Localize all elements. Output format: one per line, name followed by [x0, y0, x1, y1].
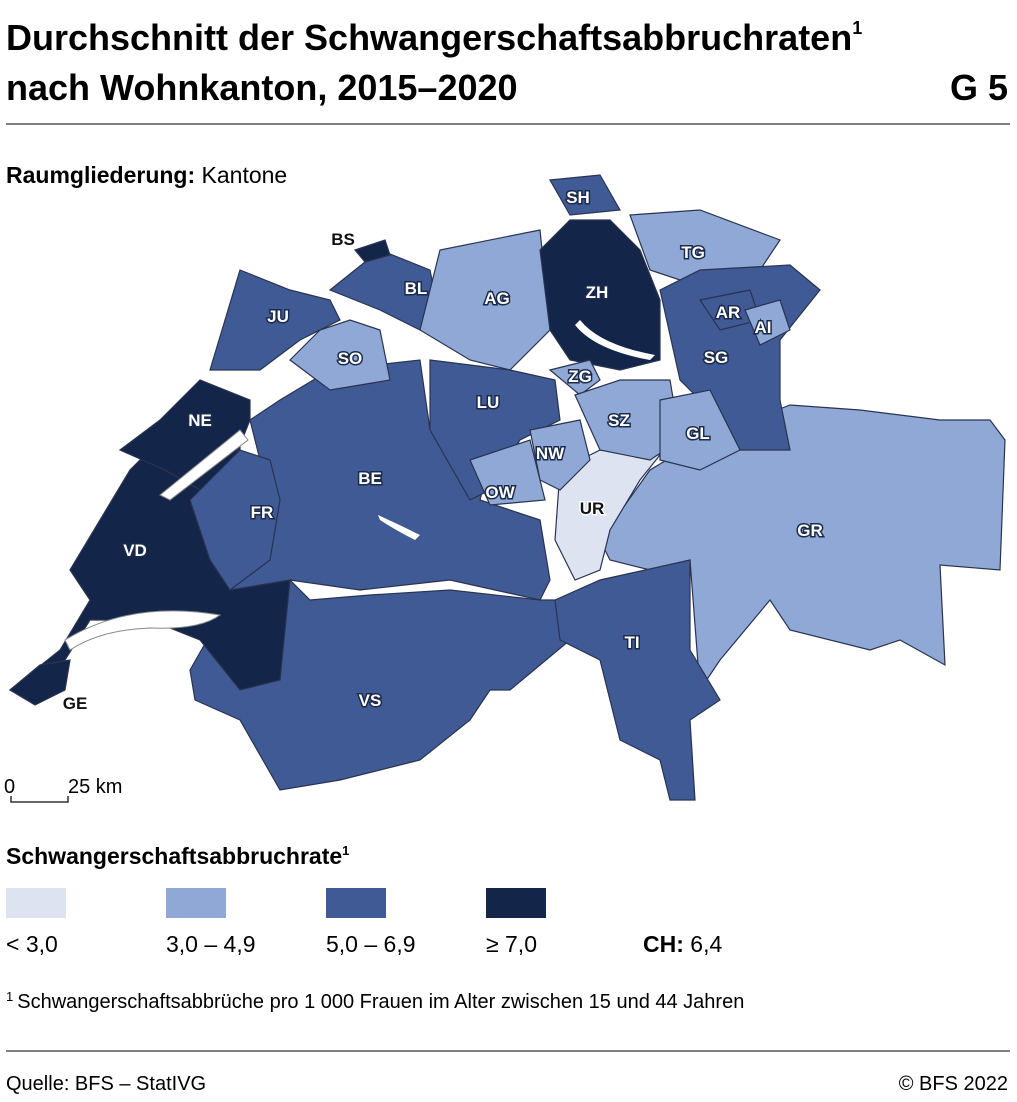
legend-swatch	[326, 888, 386, 918]
canton-label: SG	[704, 348, 729, 367]
title-line: nach Wohnkanton, 2015–2020	[6, 67, 518, 108]
copyright: © BFS 2022	[899, 1073, 1008, 1095]
legend-title-text: Schwangerschaftsabbruchrate	[6, 843, 342, 869]
legend-label: 3,0 – 4,9	[166, 931, 256, 957]
canton-label: NE	[188, 411, 212, 430]
canton	[189, 449, 281, 591]
canton	[429, 359, 561, 501]
canton	[549, 174, 621, 216]
canton-label: SH	[566, 188, 590, 207]
canton	[659, 389, 741, 471]
canton-label: ZG	[568, 367, 592, 386]
canton-label: LU	[477, 393, 500, 412]
scale-bar	[10, 796, 69, 803]
canton	[209, 269, 341, 371]
canton-label: GR	[797, 521, 823, 540]
legend-title: Schwangerschaftsabbruchrate1	[6, 843, 349, 869]
legend-label: 5,0 – 6,9	[326, 931, 416, 957]
canton-label: GE	[63, 694, 88, 713]
footnote-sup: 1	[6, 989, 13, 1004]
canton	[744, 299, 791, 346]
canton-label: AR	[716, 303, 741, 322]
canton-label: SO	[338, 349, 363, 368]
subtitle-label: Raumgliederung:	[6, 162, 195, 188]
canton-label: TI	[624, 633, 639, 652]
map-labels: GR VS BE VD TI UR GE NE FR JU SO BL BS AG ZH SH TG SG AR AI…	[61, 187, 824, 715]
canton-label: BL	[405, 279, 428, 298]
canton-label: AG	[484, 289, 510, 308]
title-line: Durchschnitt der Schwangerschaftsabbruch…	[6, 17, 852, 58]
title: Durchschnitt der Schwangerschaftsabbruch…	[6, 17, 862, 58]
canton-label: SZ	[608, 411, 630, 430]
national-label: CH:	[643, 931, 684, 957]
legend-sup: 1	[342, 843, 349, 858]
canton	[8, 659, 71, 706]
canton	[289, 319, 391, 391]
canton-label: NW	[536, 444, 565, 463]
legend-swatch	[6, 888, 66, 918]
canton-label: VS	[359, 691, 382, 710]
canton-label: VD	[123, 541, 147, 560]
footnote-text: Schwangerschaftsabbrüche pro 1 000 Fraue…	[17, 991, 744, 1013]
canton-label: BS	[331, 230, 355, 249]
canton-label: GL	[686, 424, 710, 443]
canton-label: AI	[755, 318, 772, 337]
source: Quelle: BFS – StatIVG	[6, 1073, 206, 1095]
figure-id: G 5	[950, 67, 1008, 108]
legend-label: ≥ 7,0	[486, 931, 537, 957]
lake	[159, 429, 249, 501]
lake	[575, 320, 655, 360]
national-value: 6,4	[690, 931, 722, 957]
title-sup: 1	[852, 18, 862, 38]
scale-end: 25 km	[68, 776, 122, 798]
canton-label: BE	[358, 469, 382, 488]
canton-label: TG	[681, 243, 705, 262]
canton-label: FR	[251, 503, 274, 522]
canton-label: UR	[580, 499, 605, 518]
canton	[353, 239, 391, 263]
canton-label: OW	[485, 483, 515, 502]
subtitle-value: Kantone	[202, 162, 288, 188]
legend-label: < 3,0	[6, 931, 58, 957]
canton	[469, 439, 546, 506]
canton-label: JU	[267, 307, 289, 326]
map	[8, 174, 1006, 801]
scale-start: 0	[4, 776, 15, 798]
national: CH: 6,4	[643, 931, 722, 957]
footnote: 1 Schwangerschaftsabbrüche pro 1 000 Frau…	[6, 989, 744, 1013]
legend-swatch	[166, 888, 226, 918]
legend-swatch	[486, 888, 546, 918]
legend: < 3,0 3,0 – 4,9 5,0 – 6,9 ≥ 7,0	[6, 888, 546, 957]
subtitle: Raumgliederung: Kantone	[6, 162, 287, 188]
lake	[64, 610, 222, 651]
canton	[599, 404, 1006, 692]
canton	[554, 559, 721, 801]
canton-label: ZH	[586, 283, 609, 302]
canton	[539, 219, 661, 371]
lake	[378, 515, 420, 540]
canton	[548, 359, 601, 396]
